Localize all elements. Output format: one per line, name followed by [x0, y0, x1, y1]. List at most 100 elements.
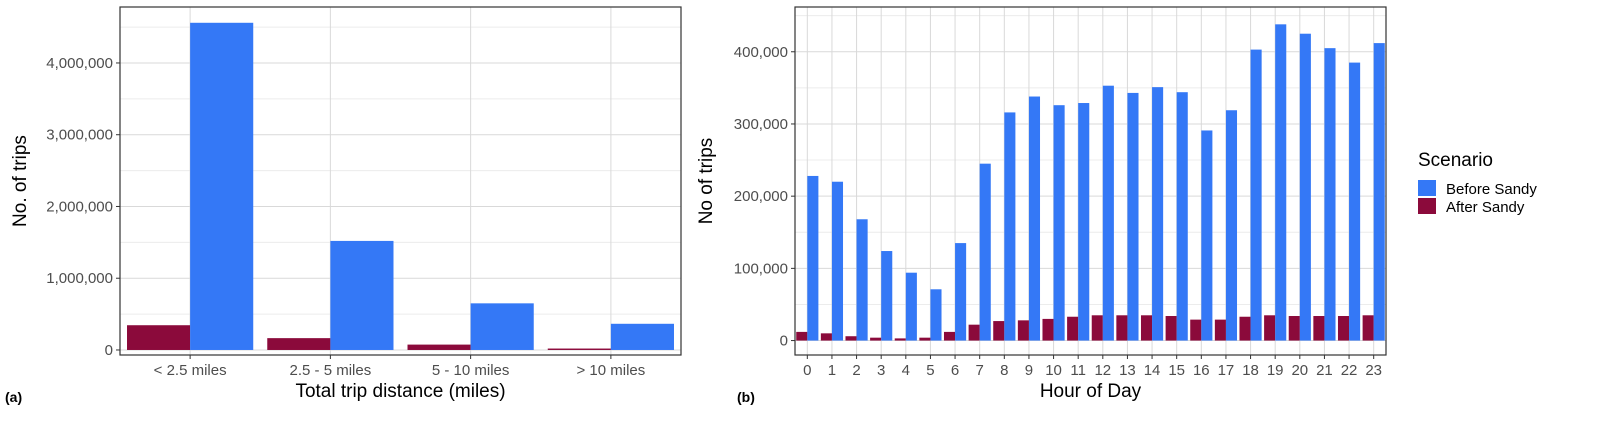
legend-key-before-sandy: [1418, 180, 1436, 196]
bar-after-sandy-7: [968, 324, 980, 341]
x-tick-label: 1: [828, 362, 836, 379]
x-tick-label: 18: [1242, 362, 1259, 379]
bar-after-sandy-3: [547, 348, 611, 350]
x-tick-label: 20: [1291, 362, 1308, 379]
x-tick-label: > 10 miles: [576, 362, 645, 379]
bar-before-sandy-6: [955, 243, 967, 341]
bar-after-sandy-11: [1067, 316, 1079, 341]
x-tick-label: 3: [877, 362, 885, 379]
x-tick-label: 16: [1193, 362, 1210, 379]
bar-before-sandy-2: [856, 219, 868, 341]
x-tick-label: 22: [1341, 362, 1358, 379]
bar-before-sandy-1: [330, 240, 394, 350]
legend-key-after-sandy: [1418, 198, 1436, 214]
y-tick-label: 400,000: [734, 44, 788, 61]
bar-after-sandy-2: [407, 344, 471, 350]
bar-before-sandy-18: [1250, 49, 1262, 341]
bar-after-sandy-6: [943, 331, 956, 341]
bar-before-sandy-2: [470, 303, 534, 350]
bar-before-sandy-21: [1324, 48, 1336, 341]
y-axis-title: No of trips: [696, 138, 717, 225]
bar-before-sandy-0: [190, 22, 254, 350]
y-tick-label: 0: [105, 342, 113, 359]
bar-after-sandy-19: [1264, 315, 1276, 341]
bar-before-sandy-13: [1127, 92, 1139, 341]
x-tick-label: 8: [1000, 362, 1008, 379]
y-tick-label: 300,000: [734, 116, 788, 133]
bar-after-sandy-18: [1239, 316, 1251, 341]
bar-before-sandy-22: [1349, 62, 1361, 341]
bar-after-sandy-21: [1313, 316, 1325, 341]
y-tick-label: 0: [780, 333, 788, 350]
x-tick-label: 4: [902, 362, 910, 379]
bar-after-sandy-17: [1214, 319, 1226, 341]
bar-after-sandy-1: [820, 333, 832, 341]
bar-after-sandy-5: [919, 337, 931, 341]
x-tick-label: 2.5 - 5 miles: [290, 362, 372, 379]
bar-after-sandy-20: [1288, 316, 1300, 341]
x-tick-label: 9: [1025, 362, 1033, 379]
plot-frame: [119, 6, 682, 356]
x-tick-label: 11: [1070, 362, 1086, 379]
legend-title: Scenario: [1418, 150, 1493, 171]
bar-after-sandy-15: [1165, 316, 1177, 341]
y-tick-label: 2,000,000: [46, 198, 113, 215]
x-tick-label: 2: [852, 362, 860, 379]
bar-before-sandy-15: [1176, 92, 1188, 341]
bar-after-sandy-12: [1091, 315, 1103, 341]
bar-before-sandy-16: [1201, 130, 1213, 341]
bar-before-sandy-8: [1004, 112, 1016, 341]
bar-after-sandy-3: [870, 337, 882, 341]
y-tick-label: 4,000,000: [46, 55, 113, 72]
bar-before-sandy-12: [1102, 85, 1114, 341]
plot-frame: [794, 6, 1387, 356]
y-tick-label: 200,000: [734, 188, 788, 205]
bar-before-sandy-17: [1225, 110, 1238, 341]
chart-panel-a: 0 1,000,000 2,000,000 3,000,000 4,000,000 < 2…: [5, 6, 682, 405]
x-axis-title: Total trip distance (miles): [295, 381, 505, 402]
x-axis-title: Hour of Day: [1040, 381, 1142, 402]
bar-after-sandy-8: [993, 321, 1005, 341]
x-tick-label: 5 - 10 miles: [432, 362, 510, 379]
legend: Scenario Before Sandy After Sandy: [1418, 150, 1537, 216]
bar-before-sandy-0: [807, 175, 819, 341]
x-tick-label: 14: [1144, 362, 1161, 379]
bar-before-sandy-4: [905, 272, 917, 341]
legend-label-after-sandy: After Sandy: [1446, 199, 1525, 216]
bar-before-sandy-7: [979, 163, 991, 341]
x-tick-label: 19: [1267, 362, 1284, 379]
x-tick-label: 23: [1365, 362, 1382, 379]
bar-before-sandy-1: [831, 181, 844, 341]
bar-before-sandy-14: [1152, 87, 1164, 341]
y-axis-title: No. of trips: [10, 135, 31, 227]
y-tick-label: 3,000,000: [46, 127, 113, 144]
x-tick-label: 0: [803, 362, 811, 379]
bar-after-sandy-10: [1042, 318, 1054, 341]
x-tick-label: 6: [951, 362, 959, 379]
bar-after-sandy-9: [1017, 320, 1029, 341]
x-tick-label: 21: [1316, 362, 1333, 379]
x-tick-label: 13: [1119, 362, 1136, 379]
bar-before-sandy-3: [881, 251, 893, 341]
y-tick-label: 1,000,000: [46, 270, 113, 287]
x-tick-label: 7: [976, 362, 984, 379]
bar-before-sandy-23: [1373, 43, 1385, 341]
bar-after-sandy-2: [845, 336, 857, 341]
bar-before-sandy-3: [610, 323, 674, 350]
bar-after-sandy-22: [1337, 316, 1350, 341]
panel-tag: (a): [5, 389, 22, 405]
bar-before-sandy-5: [930, 289, 942, 341]
x-tick-label: < 2.5 miles: [154, 362, 227, 379]
bar-after-sandy-13: [1116, 315, 1128, 341]
bar-before-sandy-19: [1275, 24, 1287, 341]
panel-tag: (b): [737, 389, 755, 405]
x-tick-label: 5: [926, 362, 934, 379]
bar-after-sandy-23: [1362, 315, 1374, 341]
x-tick-label: 17: [1218, 362, 1235, 379]
legend-label-before-sandy: Before Sandy: [1446, 181, 1537, 198]
bar-after-sandy-1: [267, 338, 331, 350]
x-tick-label: 15: [1168, 362, 1185, 379]
